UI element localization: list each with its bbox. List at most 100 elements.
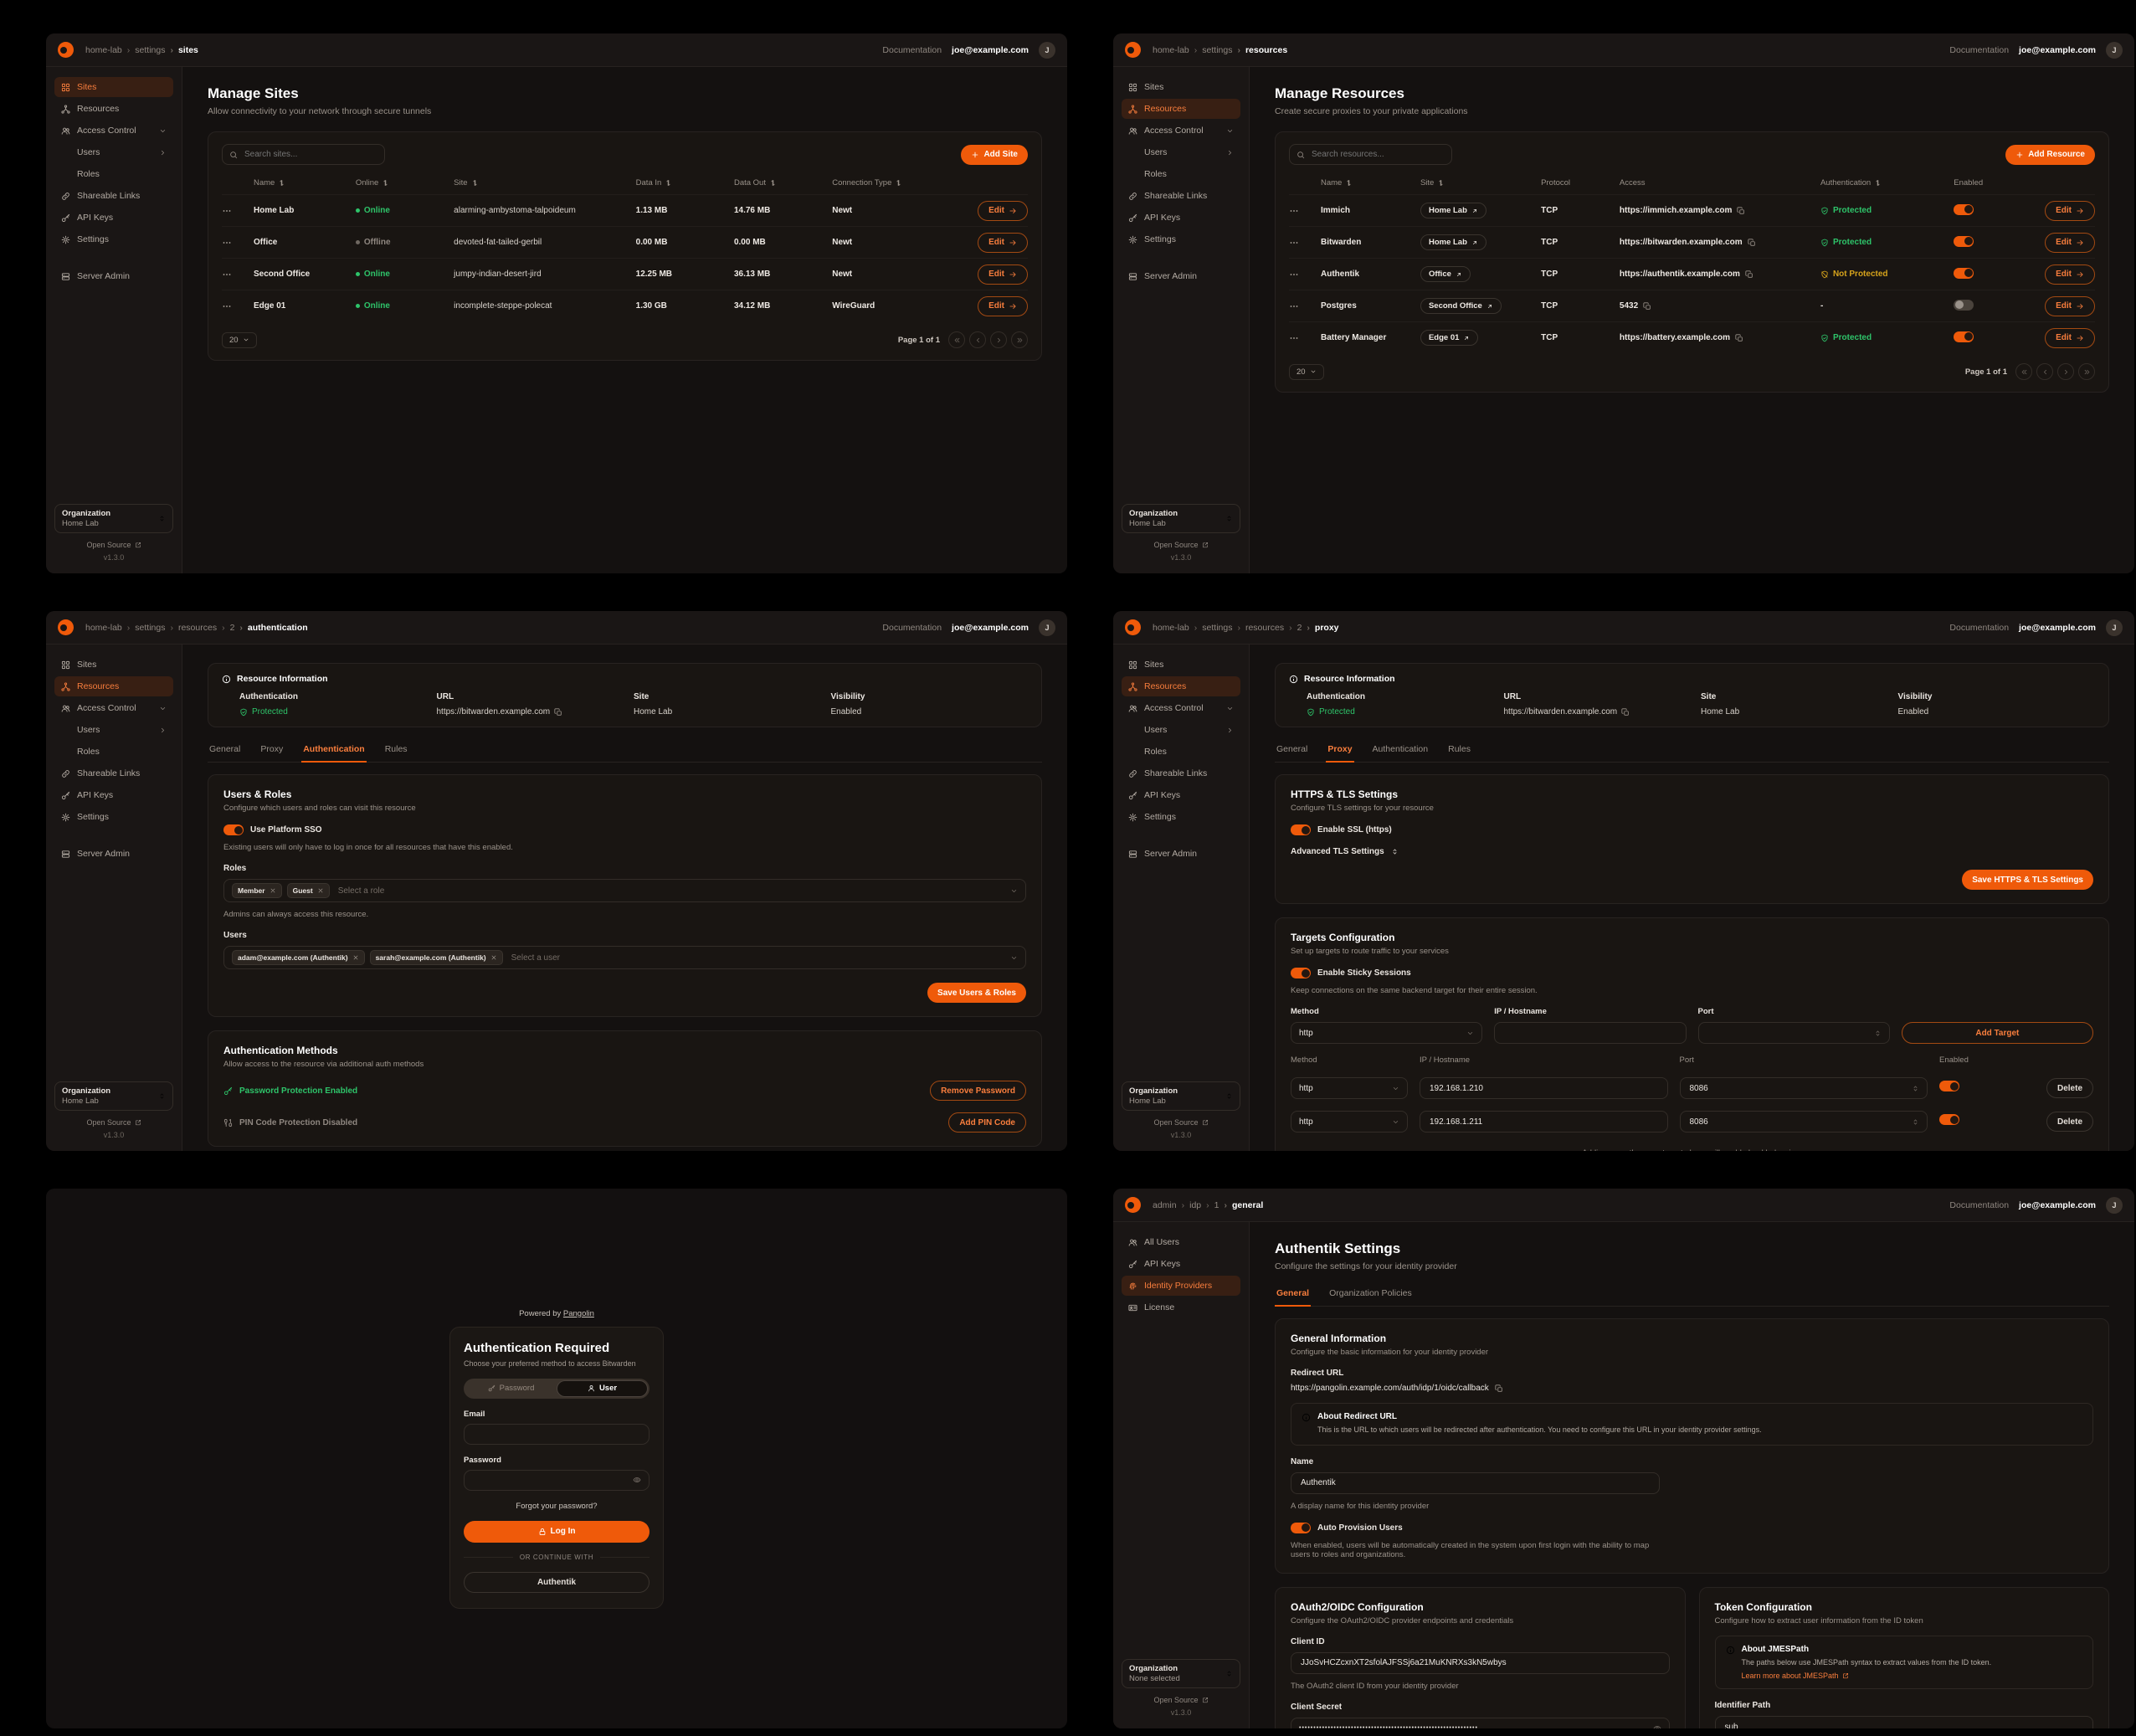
enabled-toggle[interactable]	[1954, 331, 1974, 342]
account-email[interactable]: joe@example.com	[952, 44, 1029, 55]
name-input[interactable]	[1291, 1471, 1661, 1494]
method-select[interactable]: http	[1291, 1022, 1483, 1044]
edit-button[interactable]: Edit	[978, 295, 1028, 316]
edit-button[interactable]: Edit	[978, 200, 1028, 221]
tab-rules[interactable]: Rules	[1448, 744, 1471, 754]
row-menu-button[interactable]	[222, 206, 247, 216]
stepper-icon[interactable]	[1912, 1085, 1919, 1092]
copy-icon[interactable]	[1737, 207, 1745, 215]
organization-selector[interactable]: Organization Home Lab	[54, 504, 173, 533]
sidebar-item-access-control[interactable]: Access Control	[54, 121, 173, 141]
avatar[interactable]: J	[2106, 1196, 2123, 1214]
last-page-button[interactable]	[1011, 331, 1028, 348]
method-select[interactable]: http	[1291, 1077, 1408, 1099]
sidebar-item-sites[interactable]: Sites	[1122, 77, 1240, 97]
sidebar-item-api-keys[interactable]: API Keys	[54, 785, 173, 805]
add-pin-code-button[interactable]: Add PIN Code	[948, 1112, 1026, 1133]
sidebar-item-api-keys[interactable]: API Keys	[1122, 1254, 1240, 1274]
sidebar-item-server-admin[interactable]: Server Admin	[1122, 844, 1240, 864]
open-source-link[interactable]: Open Source	[1153, 541, 1208, 549]
tab-authentication[interactable]: Authentication	[1372, 744, 1429, 754]
avatar[interactable]: J	[1039, 41, 1055, 59]
site-link-chip[interactable]: Edge 01	[1420, 330, 1479, 346]
sidebar-item-access-control[interactable]: Access Control	[54, 698, 173, 718]
open-source-link[interactable]: Open Source	[1153, 1696, 1208, 1704]
sticky-sessions-toggle[interactable]	[1291, 968, 1311, 978]
search-input[interactable]	[243, 149, 377, 160]
row-menu-button[interactable]	[222, 301, 247, 311]
sidebar-item-sites[interactable]: Sites	[54, 655, 173, 675]
tab-general[interactable]: General	[209, 744, 241, 754]
jmespath-learn-more-link[interactable]: Learn more about JMESPath	[1742, 1672, 1992, 1680]
tab-general[interactable]: General	[1275, 1285, 1312, 1307]
port-input[interactable]	[1679, 1111, 1928, 1133]
sidebar-item-resources[interactable]: Resources	[54, 99, 173, 119]
sidebar-item-users[interactable]: Users	[1122, 720, 1240, 740]
open-source-link[interactable]: Open Source	[1153, 1118, 1208, 1127]
client-id-input[interactable]	[1291, 1651, 1670, 1674]
account-email[interactable]: joe@example.com	[2019, 622, 2096, 633]
enabled-toggle[interactable]	[1954, 299, 1974, 311]
remove-chip-icon[interactable]	[317, 887, 324, 894]
delete-target-button[interactable]: Delete	[2046, 1112, 2093, 1132]
sidebar-item-shareable-links[interactable]: Shareable Links	[54, 186, 173, 206]
site-link-chip[interactable]: Second Office	[1420, 298, 1502, 314]
next-page-button[interactable]	[990, 331, 1007, 348]
tab-proxy[interactable]: Proxy	[1326, 741, 1354, 763]
client-secret-input[interactable]: ••••••••••••••••••••••••••••••••••••••••…	[1291, 1717, 1670, 1729]
copy-icon[interactable]	[1745, 270, 1753, 279]
sidebar-item-sites[interactable]: Sites	[54, 77, 173, 97]
sidebar-item-roles[interactable]: Roles	[77, 169, 100, 179]
sidebar-item-roles[interactable]: Roles	[1144, 747, 1167, 757]
site-link-chip[interactable]: Home Lab	[1420, 203, 1486, 218]
copy-icon[interactable]	[1748, 239, 1756, 247]
enabled-toggle[interactable]	[1954, 267, 1974, 279]
documentation-link[interactable]: Documentation	[882, 622, 942, 633]
tab-password[interactable]: Password	[465, 1380, 557, 1397]
eye-icon[interactable]	[1653, 1724, 1661, 1729]
pangolin-logo[interactable]	[58, 42, 74, 58]
add-site-button[interactable]: Add Site	[961, 144, 1028, 165]
first-page-button[interactable]	[2015, 363, 2032, 380]
sidebar-item-api-keys[interactable]: API Keys	[1122, 785, 1240, 805]
avatar[interactable]: J	[2106, 41, 2123, 59]
account-email[interactable]: joe@example.com	[2019, 1199, 2096, 1210]
site-link-chip[interactable]: Home Lab	[1420, 234, 1486, 250]
row-menu-button[interactable]	[1289, 238, 1314, 248]
last-page-button[interactable]	[2078, 363, 2095, 380]
platform-sso-toggle[interactable]	[223, 824, 244, 835]
remove-chip-icon[interactable]	[490, 954, 497, 961]
sidebar-item-roles[interactable]: Roles	[77, 747, 100, 757]
tab-user[interactable]: User	[557, 1379, 648, 1397]
tab-general[interactable]: General	[1276, 744, 1308, 754]
target-enabled-toggle[interactable]	[1939, 1114, 1959, 1125]
sidebar-item-shareable-links[interactable]: Shareable Links	[54, 763, 173, 783]
row-menu-button[interactable]	[222, 238, 247, 248]
authentik-sso-button[interactable]: Authentik	[464, 1571, 650, 1593]
page-size-select[interactable]: 20	[1289, 363, 1324, 380]
row-menu-button[interactable]	[1289, 333, 1314, 343]
site-link-chip[interactable]: Office	[1420, 266, 1471, 282]
pangolin-link[interactable]: Pangolin	[562, 1308, 594, 1318]
users-multiselect[interactable]: adam@example.com (Authentik) sarah@examp…	[223, 946, 1026, 969]
pangolin-logo[interactable]	[58, 619, 74, 635]
account-email[interactable]: joe@example.com	[952, 622, 1029, 633]
search-resources[interactable]	[1289, 144, 1452, 165]
auto-provision-toggle[interactable]	[1291, 1522, 1311, 1533]
enabled-toggle[interactable]	[1954, 235, 1974, 247]
search-input[interactable]	[1310, 149, 1445, 160]
organization-selector[interactable]: Organization Home Lab	[1122, 504, 1240, 533]
sidebar-item-settings[interactable]: Settings	[1122, 229, 1240, 249]
sidebar-item-users[interactable]: Users	[54, 142, 173, 162]
advanced-tls-settings[interactable]: Advanced TLS Settings	[1291, 847, 2093, 856]
enabled-toggle[interactable]	[1954, 203, 1974, 215]
sidebar-item-shareable-links[interactable]: Shareable Links	[1122, 763, 1240, 783]
organization-selector[interactable]: Organization Home Lab	[1122, 1081, 1240, 1111]
edit-button[interactable]: Edit	[2045, 200, 2095, 221]
documentation-link[interactable]: Documentation	[1949, 44, 2010, 55]
copy-icon[interactable]	[1621, 708, 1630, 716]
sidebar-item-identity-providers[interactable]: Identity Providers	[1122, 1276, 1240, 1296]
edit-button[interactable]: Edit	[2045, 295, 2095, 316]
remove-chip-icon[interactable]	[270, 887, 276, 894]
password-field[interactable]	[464, 1469, 650, 1491]
